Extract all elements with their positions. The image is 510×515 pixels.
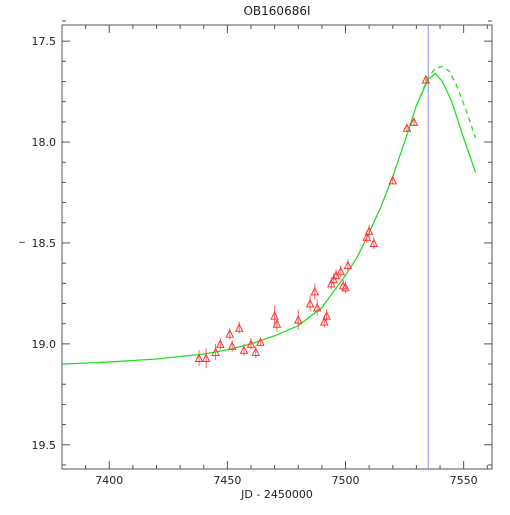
plot-frame [61,24,493,470]
data-point [312,302,322,312]
data-point [388,175,398,185]
data-point [293,315,303,324]
data-point [272,319,282,328]
data-point [369,238,379,247]
y-axis-label: _ [18,230,25,243]
data-point [305,298,315,308]
data-point [201,353,211,362]
x-tick-label: 7400 [95,474,123,487]
chart-title: OB160686I [243,4,310,18]
data-point [194,353,204,362]
data-point [322,311,331,320]
axis-ticks: 7400 7450 7500 7550 17.5 18.0 18.5 19.0 19.5 [32,20,492,487]
data-point [246,339,256,348]
data-point [421,74,431,84]
data-point [225,329,235,338]
data-points [194,74,431,369]
data-point [409,117,419,126]
data-point [336,266,346,276]
y-tick-label: 19.5 [32,439,57,452]
x-tick-label: 7450 [213,474,241,487]
data-point [251,347,261,356]
y-tick-label: 18.0 [32,136,57,149]
data-point [319,317,329,326]
data-point [327,278,336,288]
data-point [256,337,265,346]
data-point [341,282,350,292]
y-tick-label: 19.0 [32,338,57,351]
data-point [215,339,225,348]
data-point [402,123,412,132]
model-curves [61,65,477,365]
x-tick-label: 7500 [332,474,360,487]
data-point [270,311,279,320]
data-point [239,345,249,354]
y-tick-label: 17.5 [32,35,57,48]
model-curve-solid [61,72,477,365]
data-point [362,232,372,241]
data-point [364,226,374,235]
y-tick-label: 18.5 [32,237,57,250]
data-point [331,270,341,280]
data-point [343,260,353,270]
data-point [329,274,339,284]
data-point [234,323,244,332]
x-tick-label: 7550 [450,474,478,487]
data-point [211,347,220,356]
data-point [310,286,320,296]
x-axis-label: JD - 2450000 [240,488,313,501]
data-point [227,341,237,350]
